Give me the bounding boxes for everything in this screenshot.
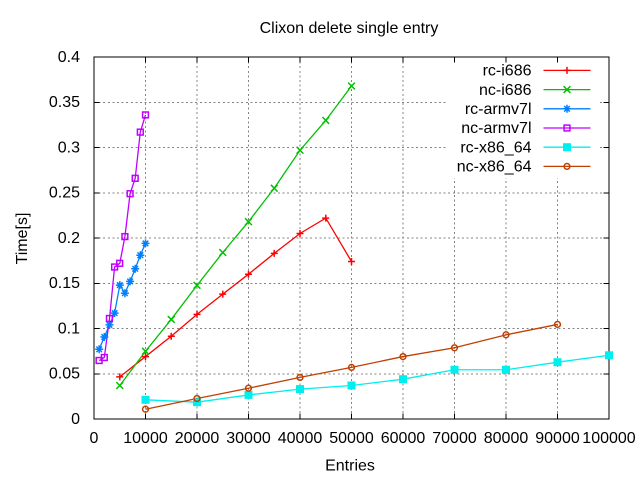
svg-text:0.2: 0.2 <box>58 230 80 247</box>
svg-text:rc-i686: rc-i686 <box>483 63 532 80</box>
svg-text:0.15: 0.15 <box>49 275 80 292</box>
svg-text:0: 0 <box>71 411 80 428</box>
svg-text:nc-i686: nc-i686 <box>479 82 532 99</box>
svg-text:0.1: 0.1 <box>58 320 80 337</box>
svg-text:30000: 30000 <box>226 430 271 447</box>
svg-text:Time[s]: Time[s] <box>14 213 31 265</box>
svg-text:10000: 10000 <box>123 430 168 447</box>
svg-text:0.3: 0.3 <box>58 139 80 156</box>
svg-text:rc-x86_64: rc-x86_64 <box>460 139 531 156</box>
svg-text:50000: 50000 <box>329 430 374 447</box>
svg-text:Entries: Entries <box>325 458 375 475</box>
svg-text:0: 0 <box>90 430 99 447</box>
svg-text:0.4: 0.4 <box>58 49 80 66</box>
svg-text:rc-armv7l: rc-armv7l <box>465 101 532 118</box>
svg-text:70000: 70000 <box>432 430 477 447</box>
svg-text:0.05: 0.05 <box>49 366 80 383</box>
svg-text:20000: 20000 <box>175 430 220 447</box>
svg-text:0.25: 0.25 <box>49 185 80 202</box>
svg-text:60000: 60000 <box>381 430 426 447</box>
svg-text:0.35: 0.35 <box>49 94 80 111</box>
svg-text:90000: 90000 <box>535 430 580 447</box>
svg-text:80000: 80000 <box>484 430 529 447</box>
svg-text:40000: 40000 <box>278 430 323 447</box>
svg-text:nc-x86_64: nc-x86_64 <box>457 159 532 176</box>
svg-text:nc-armv7l: nc-armv7l <box>461 120 531 137</box>
svg-text:Clixon delete single entry: Clixon delete single entry <box>260 20 439 37</box>
svg-text:100000: 100000 <box>582 430 635 447</box>
